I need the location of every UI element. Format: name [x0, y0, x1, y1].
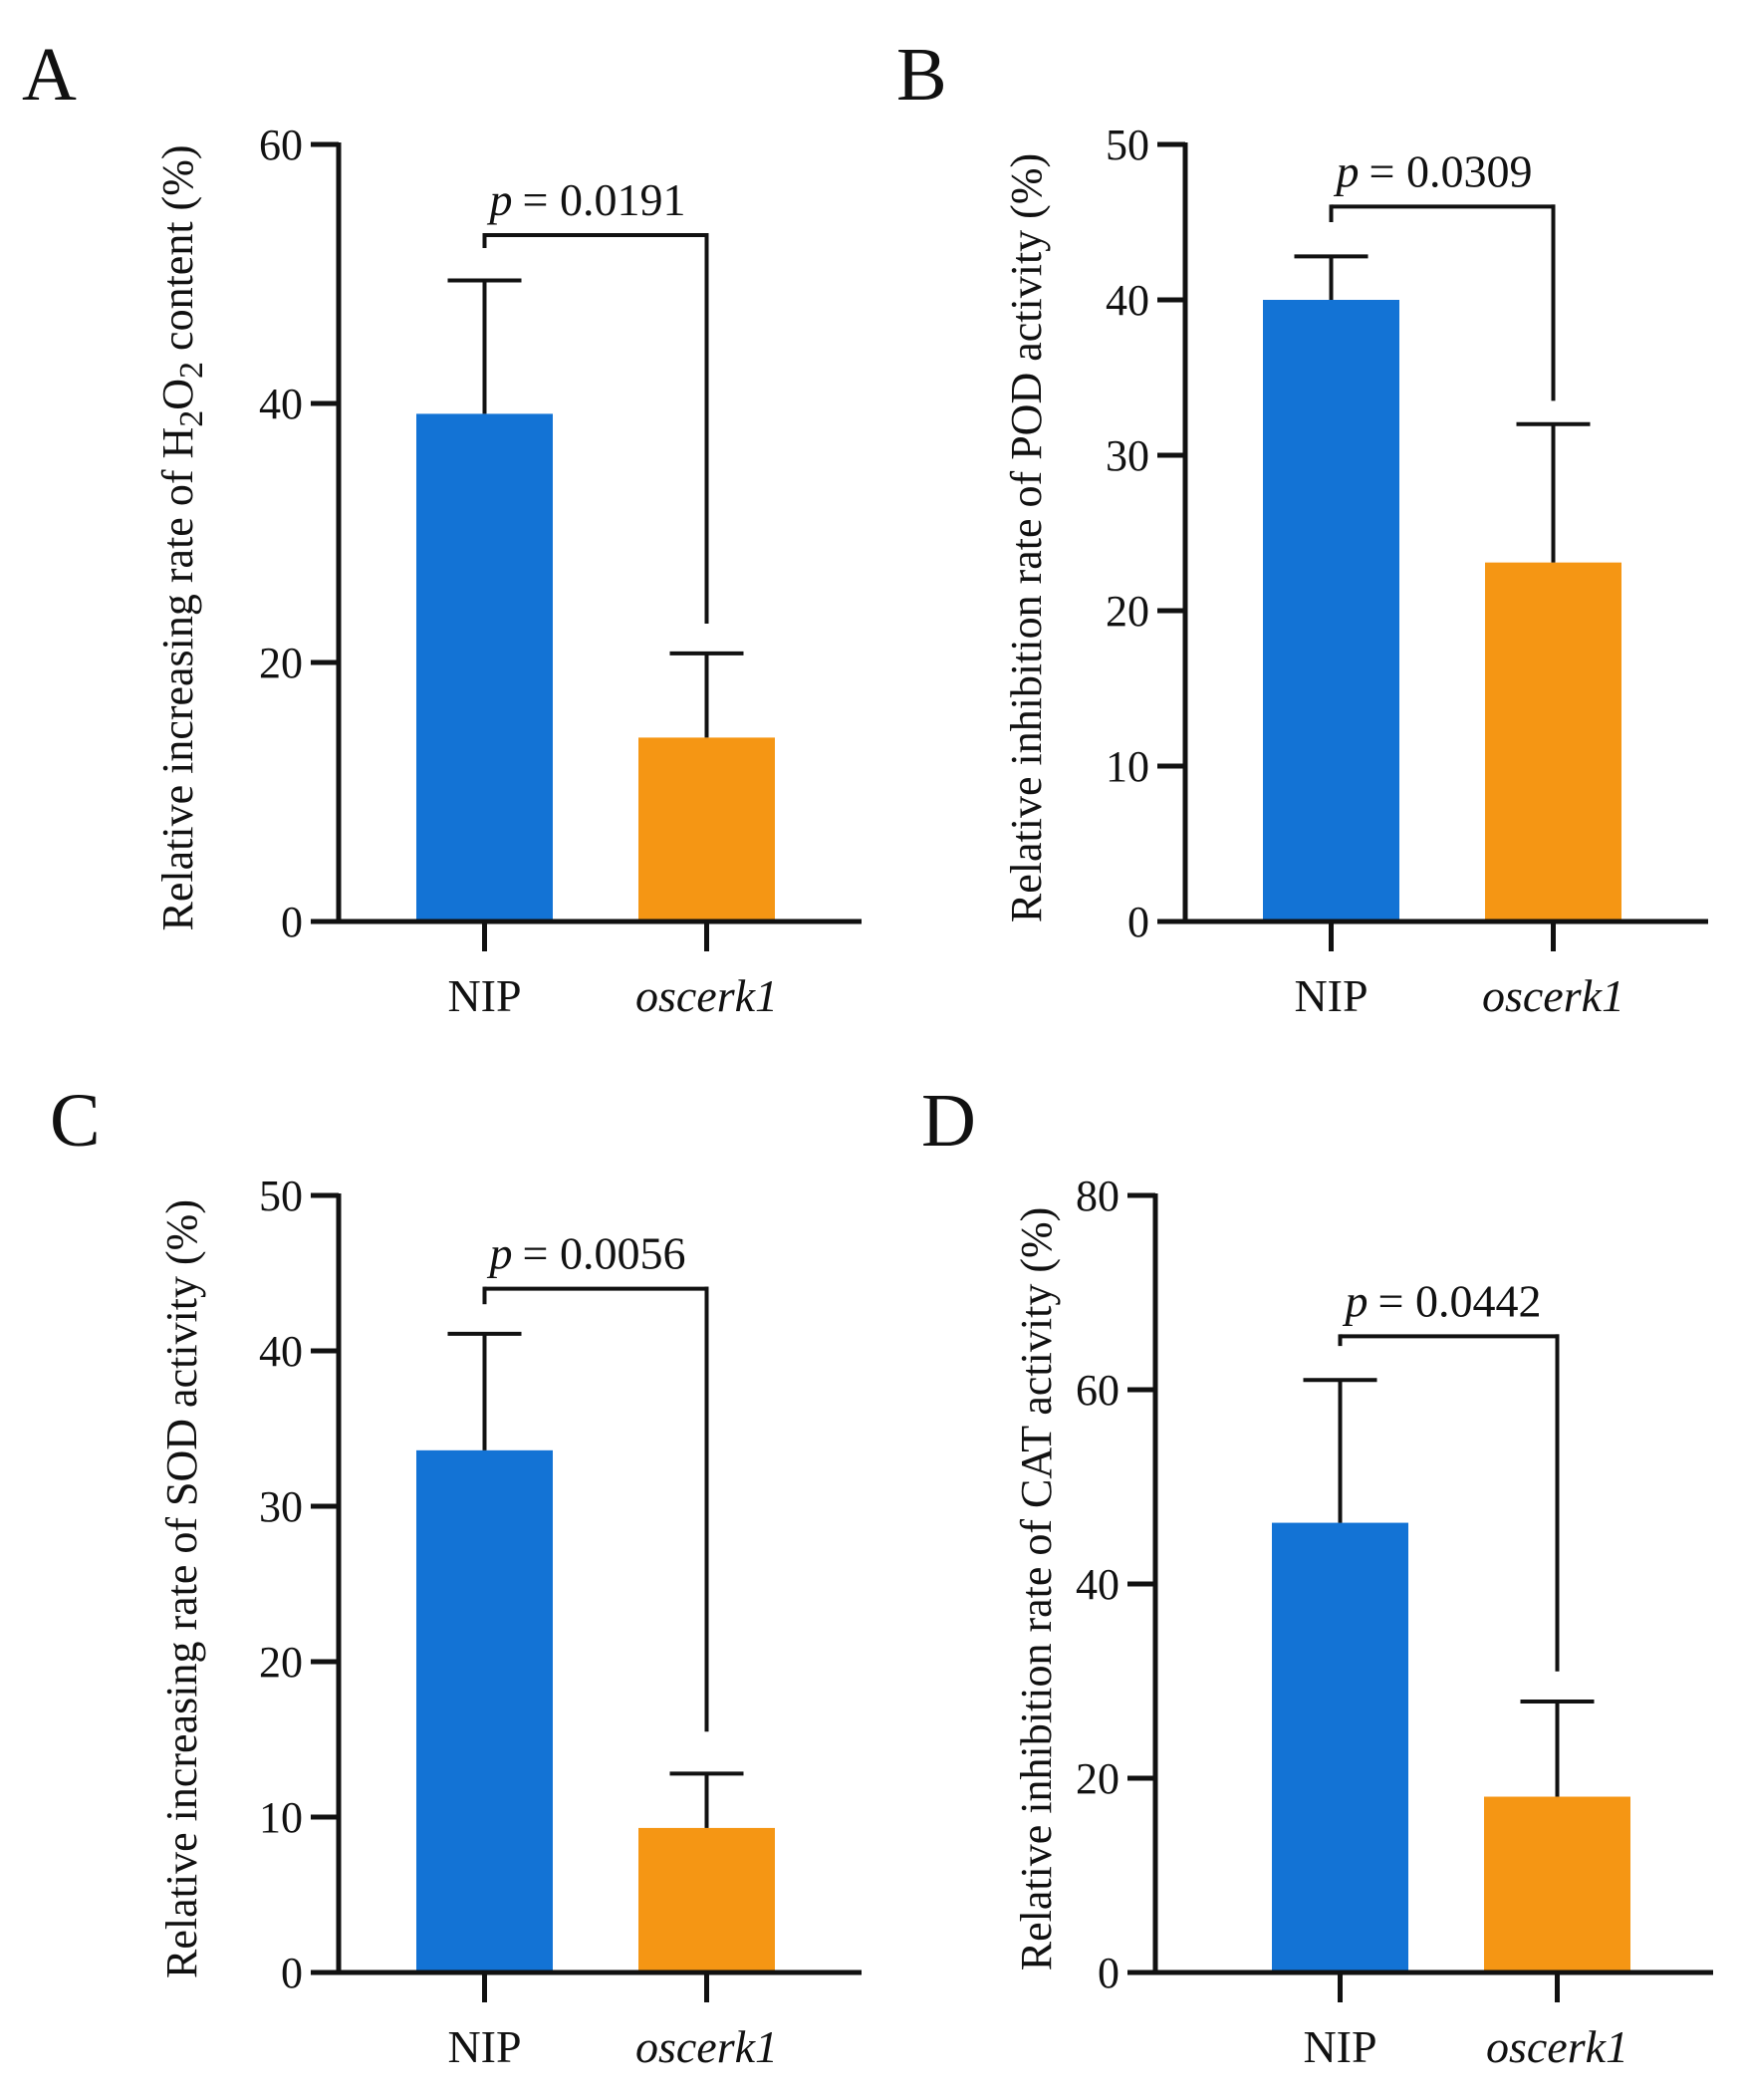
y-tick-label: 50 [259, 1172, 303, 1220]
y-axis-title-part: content (%) [153, 144, 202, 361]
y-tick-label: 60 [259, 121, 303, 169]
panel-d: D Relative inhibition rate of CAT activit… [921, 1079, 1713, 2072]
p-value-symbol: p [1334, 145, 1360, 196]
p-value-symbol: p [487, 1228, 513, 1279]
x-tick-label-nip: NIP [1303, 2021, 1376, 2072]
y-tick-label: 40 [259, 1327, 303, 1376]
y-axis-title-part: 2 [173, 410, 210, 427]
y-tick-label: 60 [1076, 1366, 1120, 1415]
y-axis-title-part: 2 [173, 362, 210, 379]
y-tick-label: 20 [1106, 587, 1149, 636]
y-tick-label: 0 [281, 898, 303, 946]
y-tick-label: 40 [259, 380, 303, 428]
y-tick-label: 20 [259, 639, 303, 687]
panel-letter: C [50, 1079, 101, 1163]
panel-c: C Relative increasing rate of SOD activit… [50, 1079, 862, 2072]
y-tick-label: 10 [259, 1793, 303, 1842]
bar-nip [416, 1449, 553, 1972]
x-tick-label-nip: NIP [447, 970, 521, 1021]
panel-letter: D [921, 1079, 976, 1163]
y-tick-label: 50 [1106, 121, 1149, 169]
bar-oscerk1 [638, 1827, 775, 1972]
bar-nip [416, 413, 553, 921]
y-axis-title-part: Relative increasing rate of H [153, 427, 202, 931]
bar-nip [1263, 300, 1399, 921]
panel-letter: B [896, 33, 947, 117]
x-tick-label-nip: NIP [1294, 970, 1368, 1021]
y-tick-label: 30 [1106, 431, 1149, 480]
y-tick-label: 80 [1076, 1172, 1120, 1220]
p-value-annotation: p = 0.0442 [1343, 1275, 1542, 1326]
y-tick-label: 10 [1106, 742, 1149, 791]
p-value-text: = 0.0309 [1370, 145, 1533, 196]
y-tick-label: 40 [1106, 276, 1149, 325]
p-value-annotation: p = 0.0309 [1334, 145, 1533, 196]
p-value-symbol: p [487, 174, 513, 225]
p-value-text: = 0.0056 [523, 1228, 686, 1279]
p-value-text: = 0.0191 [523, 174, 686, 225]
p-value-symbol: p [1343, 1275, 1369, 1326]
panel-b: B Relative inhibition rate of POD activit… [896, 33, 1708, 1021]
y-axis-title: Relative inhibition rate of CAT activity… [1012, 1207, 1061, 1971]
panel-letter: A [22, 33, 77, 117]
y-tick-label: 40 [1076, 1560, 1120, 1609]
bar-nip [1272, 1522, 1408, 1972]
bar-oscerk1 [1484, 1796, 1630, 1972]
y-tick-label: 0 [1127, 898, 1149, 946]
x-tick-label-oscerk1: oscerk1 [1486, 2021, 1628, 2072]
y-tick-label: 20 [1076, 1754, 1120, 1803]
y-axis-title: Relative inhibition rate of POD activity… [1002, 153, 1051, 922]
p-value-annotation: p = 0.0056 [487, 1228, 686, 1279]
p-value-text: = 0.0442 [1378, 1275, 1542, 1326]
y-axis-title: Relative increasing rate of SOD activity… [157, 1199, 206, 1978]
bar-oscerk1 [638, 737, 775, 921]
x-tick-label-oscerk1: oscerk1 [1482, 970, 1624, 1021]
bar-oscerk1 [1485, 562, 1621, 921]
x-tick-label-oscerk1: oscerk1 [635, 970, 778, 1021]
x-tick-label-oscerk1: oscerk1 [635, 2021, 778, 2072]
y-axis-title-part: O [153, 379, 202, 410]
x-tick-label-nip: NIP [447, 2021, 521, 2072]
p-value-annotation: p = 0.0191 [487, 174, 686, 225]
y-tick-label: 0 [281, 1949, 303, 1997]
y-tick-label: 0 [1098, 1949, 1120, 1997]
y-tick-label: 20 [259, 1638, 303, 1687]
y-tick-label: 30 [259, 1482, 303, 1531]
y-axis-title: Relative increasing rate of H2O2 content… [153, 144, 210, 930]
